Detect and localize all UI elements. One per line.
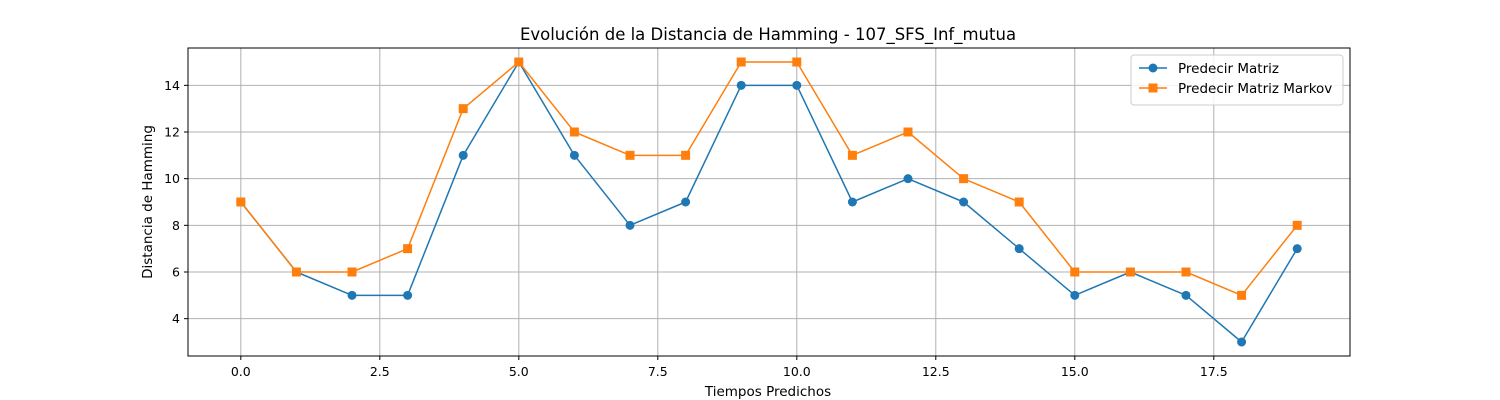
x-axis-label: Tiempos Predichos (704, 384, 831, 400)
x-tick-label: 15.0 (1061, 364, 1089, 379)
data-point-predecir-matriz (903, 174, 913, 184)
data-point-predecir-matriz-markov (569, 127, 579, 137)
data-point-predecir-matriz (736, 80, 746, 90)
data-point-predecir-matriz-markov (403, 244, 413, 254)
data-point-predecir-matriz (458, 150, 468, 160)
data-point-predecir-matriz (1070, 290, 1080, 300)
data-point-predecir-matriz-markov (514, 57, 524, 67)
data-point-predecir-matriz-markov (792, 57, 802, 67)
legend: Predecir Matriz Predecir Matriz Markov (1130, 54, 1344, 106)
plot-frame (187, 47, 1351, 357)
data-point-predecir-matriz (847, 197, 857, 207)
data-point-predecir-matriz-markov (458, 104, 468, 114)
data-point-predecir-matriz (347, 290, 357, 300)
data-point-predecir-matriz-markov (903, 127, 913, 137)
y-tick-label: 4 (172, 311, 180, 326)
y-tick-label: 12 (164, 125, 180, 140)
data-point-predecir-matriz-markov (1070, 267, 1080, 277)
x-axis-ticks: 0.0 2.5 5.0 7.5 10.0 12.5 15.0 17.5 (231, 356, 1228, 379)
data-point-predecir-matriz-markov (1292, 220, 1302, 230)
data-point-predecir-matriz (1181, 290, 1191, 300)
legend-box (1130, 54, 1344, 106)
data-point-predecir-matriz-markov (1237, 290, 1247, 300)
data-point-predecir-matriz-markov (1181, 267, 1191, 277)
data-point-predecir-matriz-markov (1125, 267, 1135, 277)
data-point-predecir-matriz-markov (681, 150, 691, 160)
data-point-predecir-matriz-markov (625, 150, 635, 160)
x-tick-label: 2.5 (370, 364, 390, 379)
series-layer (236, 57, 1302, 347)
data-point-predecir-matriz (959, 197, 969, 207)
x-tick-label: 7.5 (648, 364, 668, 379)
series-line-predecir-matriz (240, 61, 1298, 343)
legend-marker-predecir-matriz (1148, 63, 1158, 73)
y-tick-label: 8 (172, 218, 180, 233)
series-line-predecir-matriz-markov (240, 61, 1298, 297)
x-tick-label: 12.5 (922, 364, 950, 379)
data-point-predecir-matriz (1014, 244, 1024, 254)
legend-label-predecir-matriz: Predecir Matriz (1178, 61, 1279, 77)
data-point-predecir-matriz (403, 290, 413, 300)
y-tick-label: 6 (172, 265, 180, 280)
y-axis-ticks: 4 6 8 10 12 14 (164, 78, 188, 326)
x-tick-label: 17.5 (1200, 364, 1228, 379)
data-point-predecir-matriz-markov (847, 150, 857, 160)
data-point-predecir-matriz-markov (959, 174, 969, 184)
data-point-predecir-matriz (792, 80, 802, 90)
data-point-predecir-matriz (681, 197, 691, 207)
x-tick-label: 5.0 (509, 364, 529, 379)
data-point-predecir-matriz-markov (1014, 197, 1024, 207)
chart-title: Evolución de la Distancia de Hamming - 1… (520, 25, 1016, 45)
data-point-predecir-matriz-markov (236, 197, 246, 207)
data-point-predecir-matriz-markov (736, 57, 746, 67)
data-point-predecir-matriz (1292, 244, 1302, 254)
y-axis-label: Distancia de Hamming (140, 125, 156, 279)
y-tick-label: 10 (164, 171, 180, 186)
x-tick-label: 10.0 (783, 364, 811, 379)
data-point-predecir-matriz-markov (291, 267, 301, 277)
data-point-predecir-matriz (569, 150, 579, 160)
x-tick-label: 0.0 (231, 364, 251, 379)
data-point-predecir-matriz-markov (347, 267, 357, 277)
data-point-predecir-matriz (625, 220, 635, 230)
legend-label-predecir-matriz-markov: Predecir Matriz Markov (1178, 81, 1332, 97)
legend-marker-predecir-matriz-markov (1148, 83, 1158, 93)
y-tick-label: 14 (164, 78, 180, 93)
data-point-predecir-matriz (1237, 337, 1247, 347)
